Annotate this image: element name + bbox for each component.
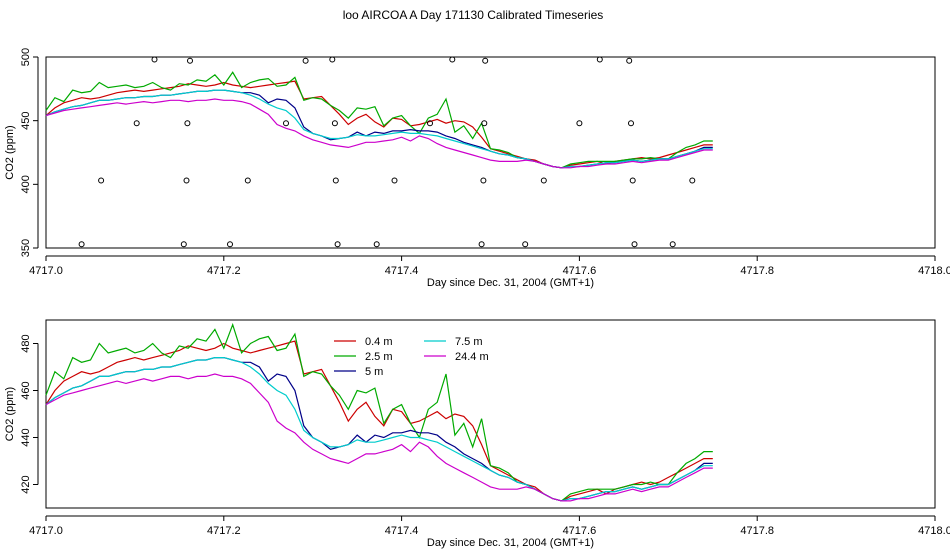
data-point (184, 120, 191, 127)
x-tick-label: 4718.0 (918, 265, 950, 277)
y-axis-label: CO2 (ppm) (4, 387, 16, 441)
x-tick-label: 4717.8 (740, 265, 774, 277)
y-tick-label: 440 (20, 428, 32, 446)
chart-title: loo AIRCOA A Day 171130 Calibrated Times… (343, 8, 604, 22)
plot-frame (45, 319, 936, 509)
data-point (187, 57, 193, 64)
y-tick-label: 350 (20, 239, 32, 257)
series-line-2 (45, 71, 713, 169)
data-point (628, 120, 634, 127)
top-panel: 4717.0 4717.2 4717.4 4717.6 4717.8 4718.0 Day … (4, 48, 950, 289)
series-line-1 (45, 80, 713, 169)
x-tick-label: 4717.8 (740, 525, 774, 537)
data-point (180, 241, 187, 248)
data-point (329, 56, 336, 63)
data-point (391, 177, 398, 184)
data-point (540, 177, 547, 184)
data-point (522, 241, 529, 248)
data-point (596, 56, 603, 63)
x-tick-label: 4717.2 (207, 525, 241, 537)
data-point (482, 57, 489, 64)
bottom-panel: 4717.0 4717.2 4717.4 4717.6 4717.8 4718.0 Day … (4, 319, 950, 549)
legend-label: 24.4 m (455, 351, 489, 363)
x-tick-label: 4717.2 (207, 265, 241, 277)
x-tick-label: 4717.0 (29, 525, 63, 537)
series-line-1 (45, 340, 713, 502)
series-line-5 (45, 98, 713, 169)
x-tick-label: 4717.6 (563, 525, 597, 537)
data-point (373, 241, 380, 248)
data-point (283, 120, 289, 127)
data-point (449, 56, 456, 63)
legend-label: 5 m (365, 366, 383, 378)
y-tick-label: 460 (20, 381, 32, 399)
data-point (576, 120, 583, 127)
y-tick-label: 480 (20, 334, 32, 352)
x-tick-label: 4717.4 (385, 525, 419, 537)
data-point (481, 120, 488, 127)
data-point (480, 177, 487, 184)
legend-label: 2.5 m (365, 351, 393, 363)
data-point (332, 177, 339, 184)
y-tick-label: 450 (20, 111, 32, 129)
data-point (227, 241, 233, 248)
data-point (133, 120, 140, 127)
series-line-4 (45, 357, 713, 502)
data-point (151, 56, 158, 63)
y-tick-label: 500 (20, 48, 32, 66)
x-axis-label: Day since Dec. 31, 2004 (GMT+1) (427, 537, 594, 549)
series-line-2 (45, 322, 713, 502)
data-point (478, 241, 485, 248)
y-axis-label: CO2 (ppm) (4, 125, 16, 179)
data-point (689, 177, 696, 184)
data-point (98, 177, 105, 184)
legend-label: 0.4 m (365, 336, 393, 348)
series-line-5 (45, 373, 713, 502)
data-point (302, 57, 309, 64)
data-point (334, 241, 341, 248)
x-tick-label: 4718.0 (918, 525, 950, 537)
legend-label: 7.5 m (455, 336, 483, 348)
data-point (669, 241, 676, 248)
x-tick-label: 4717.6 (563, 265, 597, 277)
data-point (331, 120, 338, 127)
data-point (631, 241, 638, 248)
data-point (183, 177, 190, 184)
y-tick-label: 400 (20, 175, 32, 193)
series-line-4 (45, 89, 713, 169)
data-point (626, 57, 633, 64)
x-tick-label: 4717.0 (29, 265, 63, 277)
x-axis-label: Day since Dec. 31, 2004 (GMT+1) (427, 277, 594, 289)
y-tick-label: 420 (20, 475, 32, 493)
data-point (244, 177, 251, 184)
data-point (629, 177, 636, 184)
data-point (427, 120, 433, 127)
data-point (78, 241, 85, 248)
plot-frame (45, 56, 936, 249)
x-tick-label: 4717.4 (385, 265, 419, 277)
